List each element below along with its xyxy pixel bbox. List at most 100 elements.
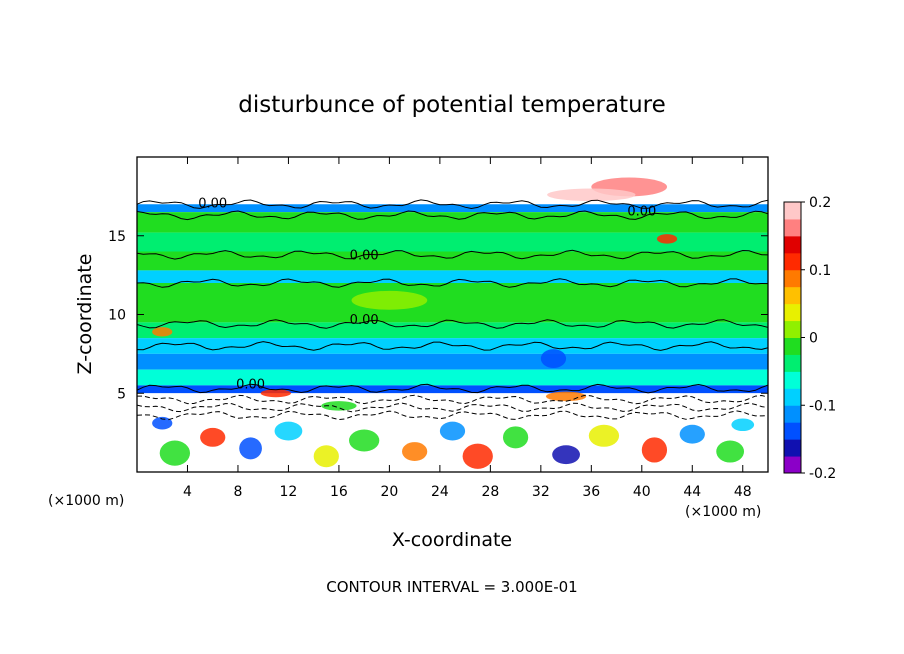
x-tick-label: 12 xyxy=(280,484,298,500)
colorbar-segment xyxy=(784,303,801,322)
x-tick-label: 32 xyxy=(532,484,550,500)
x-unit-left: (×1000 m) xyxy=(48,493,124,509)
contour-labels: 0.00 0.00 0.00 0.00 0.00 xyxy=(198,196,656,392)
x-tick-label: 20 xyxy=(380,484,398,500)
field-feature-10 xyxy=(552,445,580,465)
field-features xyxy=(149,161,755,469)
field-feature-3 xyxy=(274,421,303,441)
colorbar-segment xyxy=(784,218,801,237)
field-band-11 xyxy=(137,385,768,394)
x-tick-label: 28 xyxy=(481,484,499,500)
contour-label: 0.00 xyxy=(198,196,227,211)
y-tick-label: 5 xyxy=(117,386,126,402)
colorbar-segment xyxy=(784,422,801,440)
field-band-1 xyxy=(137,204,768,213)
contour-line-2 xyxy=(137,249,768,260)
colorbar-tick-label: 0.1 xyxy=(809,263,831,279)
x-unit-right: (×1000 m) xyxy=(685,504,761,520)
colorbar-segment xyxy=(784,252,801,271)
field-feature-4 xyxy=(313,445,339,468)
field-feature-19 xyxy=(149,161,251,178)
field-band-9 xyxy=(137,353,768,370)
field-feature-26 xyxy=(152,327,173,337)
field-feature-11 xyxy=(588,424,620,447)
x-tick-label: 36 xyxy=(582,484,600,500)
field-feature-2 xyxy=(239,437,262,460)
contour-line-4 xyxy=(137,319,768,329)
contour-line-0 xyxy=(137,199,768,210)
chart-title: disturbunce of potential temperature xyxy=(238,92,666,118)
contour-line-3 xyxy=(137,278,768,288)
x-tick-label: 4 xyxy=(183,484,192,500)
field-feature-18 xyxy=(547,188,636,202)
contour-line-7 xyxy=(137,394,768,405)
colorbar-tick-label: -0.1 xyxy=(809,398,836,414)
field-feature-1 xyxy=(200,427,226,447)
field-feature-8 xyxy=(462,443,493,469)
field-feature-9 xyxy=(502,426,529,449)
colorbar-tick-label: 0.2 xyxy=(809,195,831,211)
colorbar-segment xyxy=(784,320,801,338)
plot-area xyxy=(137,157,768,472)
field-band-5 xyxy=(137,270,768,283)
contour-lines xyxy=(137,199,768,421)
x-tick-label: 40 xyxy=(633,484,651,500)
contour-label: 0.00 xyxy=(627,204,656,219)
x-axis-ticks: 4 8 12 16 20 24 28 32 36 40 44 48 xyxy=(183,157,752,500)
colorbar-tick-label: -0.2 xyxy=(809,466,836,482)
colorbar-segment xyxy=(784,269,801,288)
field-band-4 xyxy=(137,251,768,271)
field-feature-20 xyxy=(389,166,541,180)
field-feature-0 xyxy=(159,440,191,466)
contour-label: 0.00 xyxy=(350,248,379,263)
field-band-7 xyxy=(137,322,768,339)
colorbar-segment xyxy=(784,456,801,474)
x-tick-label: 48 xyxy=(734,484,752,500)
contour-label: 0.00 xyxy=(236,378,265,393)
field-band-2 xyxy=(137,212,768,233)
contour-line-1 xyxy=(137,210,768,221)
contour-label: 0.00 xyxy=(350,313,379,328)
field-band-6 xyxy=(137,283,768,323)
y-axis-ticks: 5 10 15 xyxy=(108,229,768,402)
x-axis-label: X-coordinate xyxy=(392,529,512,551)
colorbar-segment xyxy=(784,439,801,457)
contour-line-6 xyxy=(137,383,768,394)
contour-line-9 xyxy=(137,410,768,421)
field-feature-5 xyxy=(349,429,380,452)
field-band-3 xyxy=(137,232,768,252)
x-tick-label: 16 xyxy=(330,484,348,500)
y-axis-label: Z-coordinate xyxy=(74,254,96,375)
field-feature-24 xyxy=(545,391,587,402)
field-feature-13 xyxy=(679,424,705,444)
field-feature-12 xyxy=(641,437,668,463)
x-tick-label: 8 xyxy=(233,484,242,500)
colorbar-tick-label: 0 xyxy=(809,331,818,347)
colorbar-segment xyxy=(784,354,801,372)
y-tick-label: 10 xyxy=(108,308,126,324)
contour-line-5 xyxy=(137,341,768,351)
field-band-12 xyxy=(137,393,768,417)
colorbar-segment xyxy=(784,405,801,423)
x-tick-label: 24 xyxy=(431,484,449,500)
colorbar-segment xyxy=(784,388,801,406)
x-tick-label: 44 xyxy=(683,484,701,500)
field-feature-21 xyxy=(351,290,428,310)
field-feature-6 xyxy=(402,442,428,461)
field-feature-7 xyxy=(439,421,466,441)
field-feature-25 xyxy=(260,389,291,398)
field-feature-16 xyxy=(731,418,755,432)
contour-interval-text: CONTOUR INTERVAL = 3.000E-01 xyxy=(326,578,577,596)
y-tick-label: 15 xyxy=(108,229,126,245)
field-feature-15 xyxy=(152,416,173,430)
field-band-10 xyxy=(137,369,768,386)
colorbar-segment xyxy=(784,371,801,389)
colorbar-segment xyxy=(784,286,801,305)
field-feature-14 xyxy=(716,440,745,463)
field-feature-27 xyxy=(656,234,678,244)
colorbar: 0.2 0.1 0 -0.1 -0.2 xyxy=(783,195,836,482)
colorbar-segment xyxy=(784,235,801,254)
field-band-0 xyxy=(137,157,768,205)
field-feature-23 xyxy=(321,401,357,411)
